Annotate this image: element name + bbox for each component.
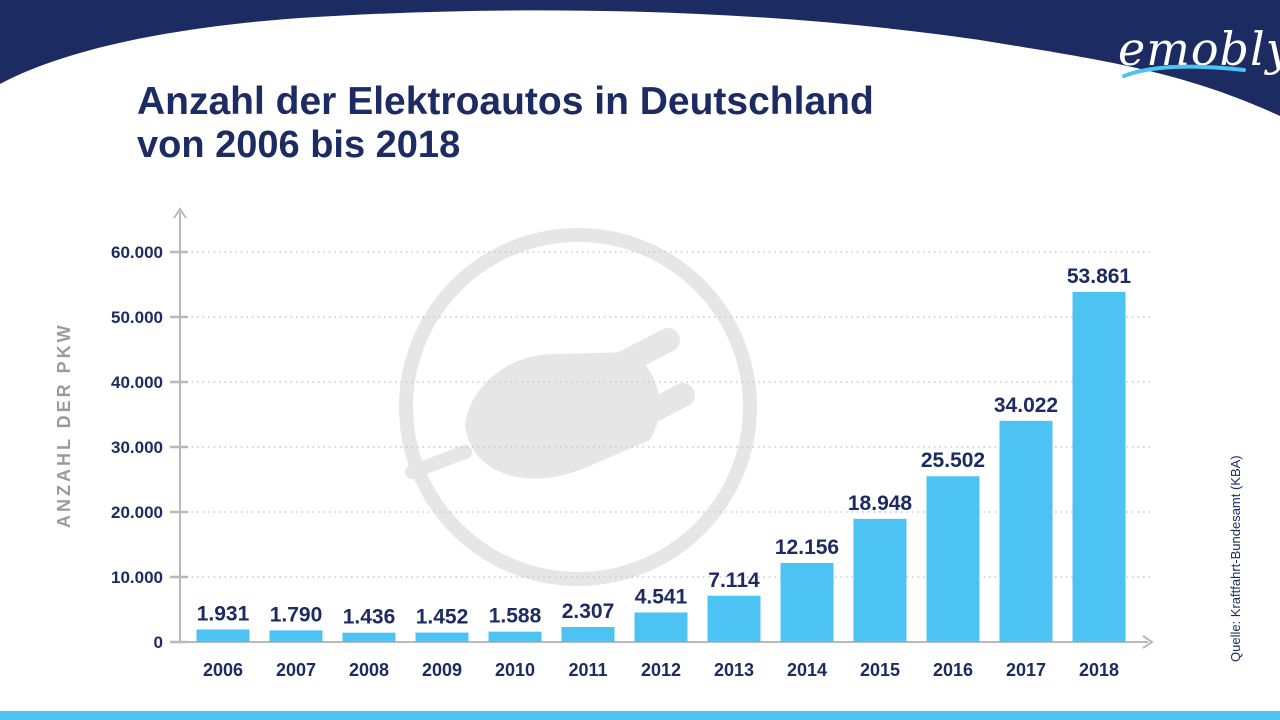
bar: [707, 595, 761, 642]
bar: [926, 476, 980, 642]
x-tick-label: 2013: [714, 660, 754, 680]
bar: [342, 632, 396, 642]
x-axis-arrow-icon: [1142, 635, 1154, 649]
y-tick-label: 30.000: [111, 438, 163, 457]
bar: [634, 612, 688, 642]
x-tick-label: 2010: [495, 660, 535, 680]
bar: [999, 420, 1053, 642]
bar: [853, 518, 907, 642]
bar-value-label: 4.541: [635, 585, 688, 608]
bar-value-label: 12.156: [775, 536, 839, 559]
bar-value-label: 1.588: [489, 605, 542, 628]
x-tick-label: 2012: [641, 660, 681, 680]
bar-value-label: 53.861: [1067, 265, 1132, 288]
chart-title: Anzahl der Elektroautos in Deutschland: [137, 80, 874, 123]
bar: [561, 627, 615, 642]
x-tick-label: 2008: [349, 660, 389, 680]
bar-value-label: 1.790: [270, 603, 323, 626]
x-tick-label: 2015: [860, 660, 900, 680]
y-tick-label: 0: [154, 633, 163, 652]
bar-value-label: 1.436: [343, 606, 396, 629]
header-wave: [0, 0, 1280, 116]
bar: [196, 629, 250, 642]
bar-value-label: 2.307: [562, 600, 615, 623]
x-tick-label: 2007: [276, 660, 316, 680]
bar-value-label: 1.931: [197, 602, 250, 625]
x-tick-label: 2018: [1079, 660, 1119, 680]
x-tick-label: 2017: [1006, 660, 1046, 680]
bar: [415, 632, 469, 642]
bar: [269, 630, 323, 642]
plug-watermark-icon: [399, 228, 757, 586]
bar-value-label: 25.502: [921, 449, 985, 472]
x-tick-label: 2006: [203, 660, 243, 680]
y-axis-arrow-icon: [173, 207, 187, 219]
bar: [488, 631, 542, 642]
footer-bar: [0, 711, 1280, 720]
logo-swoosh-icon: [1122, 64, 1246, 78]
y-tick-label: 10.000: [111, 568, 163, 587]
bar: [1072, 291, 1126, 642]
chart-subtitle: von 2006 bis 2018: [137, 124, 461, 166]
x-tick-label: 2014: [787, 660, 827, 680]
y-tick-label: 60.000: [111, 243, 163, 262]
y-tick-label: 50.000: [111, 308, 163, 327]
x-tick-label: 2009: [422, 660, 462, 680]
bar-value-label: 7.114: [708, 569, 760, 592]
y-tick-label: 40.000: [111, 373, 163, 392]
x-tick-label: 2016: [933, 660, 973, 680]
y-tick-label: 20.000: [111, 503, 163, 522]
bar: [780, 562, 834, 642]
x-tick-label: 2011: [568, 660, 607, 680]
bar-value-label: 1.452: [416, 606, 469, 629]
bar-value-label: 18.948: [848, 492, 913, 515]
bar-value-label: 34.022: [994, 394, 1058, 417]
